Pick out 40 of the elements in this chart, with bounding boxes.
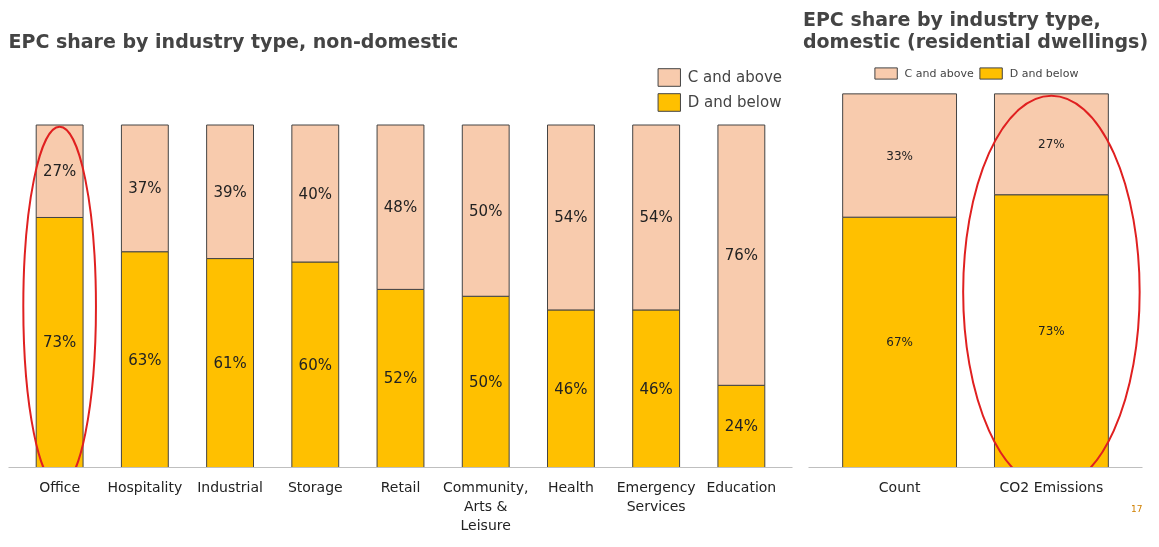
x-tick-label: Emergency Services <box>616 478 696 514</box>
x-tick-label: CO2 Emissions <box>999 478 1104 495</box>
data-label: 52% <box>383 369 418 388</box>
data-label: 73% <box>42 333 77 352</box>
data-label: 73% <box>1038 324 1065 339</box>
x-tick-label: Hospitality <box>107 478 183 495</box>
data-label: 54% <box>554 208 588 227</box>
data-label: 54% <box>639 208 673 227</box>
data-label: 60% <box>298 355 332 374</box>
chart-title: EPC share by industry type, non-domestic <box>8 29 459 52</box>
data-label: 61% <box>213 354 247 373</box>
x-tick-label: Health <box>547 478 594 495</box>
x-tick-label: Storage <box>287 478 343 495</box>
legend-label: D and below <box>687 93 782 111</box>
data-label: 50% <box>469 201 503 220</box>
x-tick-label: Count <box>878 478 921 495</box>
legend-label: D and below <box>1009 66 1079 80</box>
data-label: 48% <box>383 198 418 217</box>
data-label: 46% <box>639 379 673 398</box>
data-label: 63% <box>128 350 162 369</box>
legend-label: C and above <box>904 66 974 80</box>
data-label: 27% <box>1038 137 1065 152</box>
x-tick-label: Retail <box>380 478 421 495</box>
data-label: 33% <box>886 148 913 163</box>
data-label: 37% <box>128 179 162 198</box>
data-label: 76% <box>724 246 759 265</box>
x-tick-label: Education <box>706 478 777 495</box>
text: 17 <box>1131 503 1143 514</box>
x-tick-label: Community, Arts & Leisure <box>442 478 529 533</box>
data-label: 27% <box>42 162 77 181</box>
data-label: 24% <box>724 417 759 436</box>
data-label: 40% <box>298 184 332 203</box>
data-label: 39% <box>213 182 247 201</box>
x-tick-label: Industrial <box>197 478 263 495</box>
chart-title: EPC share by industry type, domestic (residential dwellings) <box>802 7 1149 52</box>
data-label: 67% <box>886 335 913 350</box>
legend-label: C and above <box>687 68 782 86</box>
x-tick-label: Office <box>39 478 81 495</box>
data-label: 50% <box>469 372 503 391</box>
data-label: 46% <box>554 379 588 398</box>
